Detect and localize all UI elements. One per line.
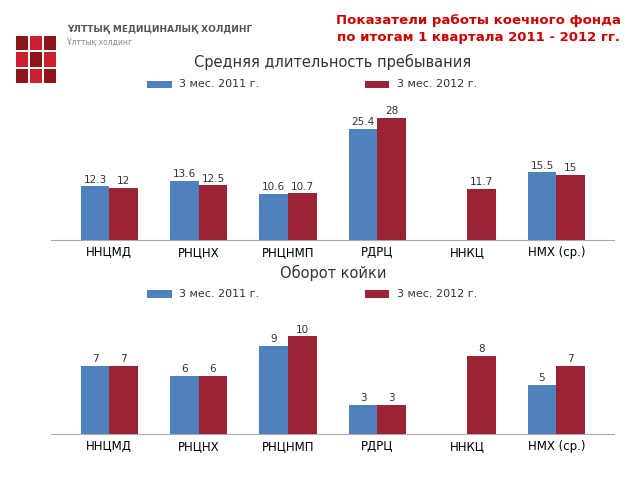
Text: 10.6: 10.6 <box>262 182 285 192</box>
Text: 3: 3 <box>360 393 367 403</box>
Bar <box>528 172 556 240</box>
Bar <box>81 186 109 240</box>
Text: Показатели работы коечного фонда
по итогам 1 квартала 2011 - 2012 гг.: Показатели работы коечного фонда по итог… <box>336 14 621 45</box>
Text: 3 мес. 2011 г.: 3 мес. 2011 г. <box>179 289 259 299</box>
Bar <box>198 376 227 434</box>
Text: 6: 6 <box>181 364 188 374</box>
Text: 5: 5 <box>539 373 545 384</box>
Bar <box>349 405 378 434</box>
Text: 3 мес. 2011 г.: 3 мес. 2011 г. <box>179 79 259 89</box>
Text: 12.3: 12.3 <box>83 175 107 185</box>
Text: 10: 10 <box>296 324 309 335</box>
Bar <box>170 180 198 240</box>
Bar <box>259 346 288 434</box>
Text: 12: 12 <box>117 176 130 186</box>
Text: 3 мес. 2012 г.: 3 мес. 2012 г. <box>397 79 477 89</box>
Text: Ұлттық холдинг: Ұлттық холдинг <box>67 38 132 47</box>
Text: 7: 7 <box>120 354 127 364</box>
Text: 3: 3 <box>388 393 395 403</box>
Bar <box>378 118 406 240</box>
Text: 28: 28 <box>385 106 399 116</box>
Text: 9: 9 <box>271 334 277 344</box>
Text: 15: 15 <box>564 163 577 173</box>
Text: 11.7: 11.7 <box>470 177 493 187</box>
Bar <box>109 366 138 434</box>
Bar <box>467 189 495 240</box>
Text: 15.5: 15.5 <box>531 161 554 170</box>
Bar <box>378 405 406 434</box>
Text: Средняя длительность пребывания: Средняя длительность пребывания <box>194 53 472 70</box>
Bar <box>556 366 585 434</box>
Text: 7: 7 <box>92 354 99 364</box>
Text: 13.6: 13.6 <box>173 169 196 179</box>
Text: 10.7: 10.7 <box>291 181 314 192</box>
Text: 8: 8 <box>478 344 484 354</box>
Bar <box>288 193 317 240</box>
Text: 6: 6 <box>210 364 216 374</box>
Text: 7: 7 <box>567 354 574 364</box>
Bar <box>81 366 109 434</box>
Bar <box>349 129 378 240</box>
Text: 25.4: 25.4 <box>351 118 375 127</box>
Bar <box>198 185 227 240</box>
Bar <box>259 194 288 240</box>
Bar <box>109 188 138 240</box>
Bar <box>528 385 556 434</box>
Bar <box>467 356 495 434</box>
Text: Оборот койки: Оборот койки <box>280 264 386 281</box>
Text: 3 мес. 2012 г.: 3 мес. 2012 г. <box>397 289 477 299</box>
Text: 12.5: 12.5 <box>202 174 225 184</box>
Bar <box>556 175 585 240</box>
Text: ҰЛТТЫҚ МЕДИЦИНАЛЫҚ ХОЛДИНГ: ҰЛТТЫҚ МЕДИЦИНАЛЫҚ ХОЛДИНГ <box>67 24 252 33</box>
Bar <box>170 376 198 434</box>
Bar <box>288 336 317 434</box>
